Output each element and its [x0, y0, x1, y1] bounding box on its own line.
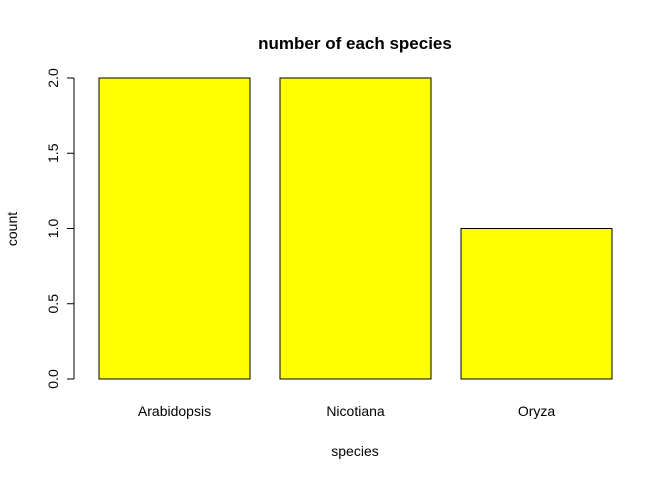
x-axis-label: species	[331, 443, 378, 459]
bars	[98, 77, 613, 380]
y-tick-label: 1.5	[45, 143, 61, 163]
x-tick-label-nicotiana: Nicotiana	[326, 403, 385, 419]
x-tick-label-arabidopsis: Arabidopsis	[138, 403, 211, 419]
y-axis: 0.0 0.5 1.0 1.5 2.0	[45, 68, 75, 389]
bar-arabidopsis	[98, 77, 251, 380]
x-tick-labels: Arabidopsis Nicotiana Oryza	[138, 403, 555, 419]
chart-title: number of each species	[258, 34, 452, 53]
y-tick-label: 2.0	[45, 68, 61, 88]
y-tick-label: 0.5	[45, 294, 61, 314]
bar-nicotiana	[279, 77, 432, 380]
bar-oryza	[460, 228, 613, 380]
y-tick-label: 1.0	[45, 219, 61, 239]
y-axis-label: count	[4, 212, 20, 246]
x-tick-label-oryza: Oryza	[518, 403, 556, 419]
y-tick-label: 0.0	[45, 369, 61, 389]
